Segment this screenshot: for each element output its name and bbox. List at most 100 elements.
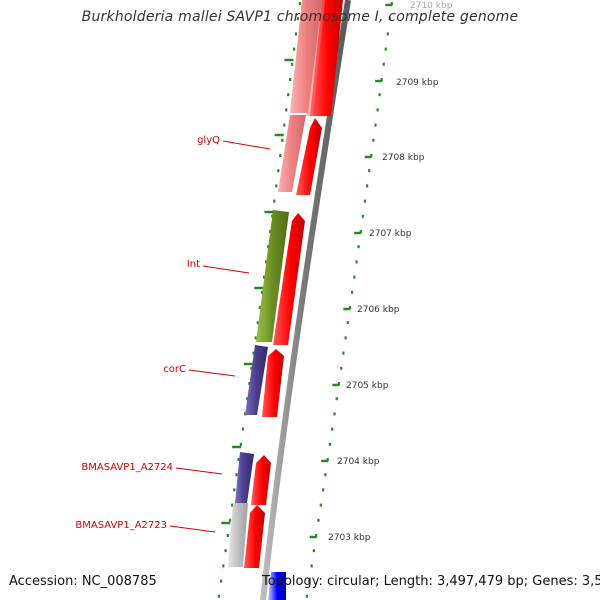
- minor-tick: [233, 488, 236, 492]
- minor-tick: [322, 488, 325, 492]
- minor-tick: [380, 78, 383, 81]
- minor-tick: [296, 17, 299, 21]
- scale-labels: 2710 kbp 2709 kbp 2708 kbp 2707 kbp 2706…: [328, 1, 453, 543]
- minor-tick: [226, 534, 229, 537]
- minor-tick: [315, 534, 318, 537]
- tick-label-2710: 2710 kbp: [410, 1, 453, 11]
- minor-tick: [351, 290, 354, 294]
- minor-tick: [228, 518, 232, 522]
- minor-tick: [256, 321, 259, 325]
- minor-tick: [357, 245, 360, 249]
- minor-tick: [342, 351, 345, 355]
- minor-tick: [376, 108, 379, 112]
- leader-line: [202, 265, 250, 274]
- minor-tick: [287, 93, 290, 97]
- minor-tick: [355, 260, 358, 264]
- minor-tick: [353, 275, 356, 279]
- minor-tick: [244, 412, 247, 416]
- cds-feature: [251, 455, 271, 505]
- minor-tick: [372, 138, 375, 142]
- minor-tick: [273, 199, 276, 203]
- minor-tick: [239, 442, 242, 446]
- outer-tick-row: [305, 2, 393, 598]
- scale-major-ticks: [309, 3, 393, 539]
- leader-line: [188, 369, 236, 377]
- leader-line: [175, 467, 223, 475]
- minor-tick: [305, 594, 308, 598]
- minor-tick: [289, 78, 292, 81]
- minor-tick: [248, 382, 251, 385]
- cds-feature: [310, 0, 343, 116]
- gene-glyq-top: [290, 0, 322, 113]
- minor-tick: [231, 503, 234, 507]
- minor-tick: [217, 594, 220, 598]
- minor-tick: [298, 2, 301, 5]
- cds-feature: [244, 505, 265, 568]
- minor-tick: [235, 473, 238, 477]
- map-title: Burkholderia mallei SAVP1 chromosome I, …: [81, 9, 519, 25]
- tick-label-2707: 2707 kbp: [369, 229, 412, 239]
- minor-tick: [346, 321, 349, 325]
- gene-bmasavp1-a2724-bar: [235, 452, 254, 503]
- tick-label-2709: 2709 kbp: [396, 78, 439, 88]
- minor-tick: [263, 275, 266, 279]
- minor-tick: [388, 17, 391, 21]
- minor-tick: [319, 503, 322, 507]
- tick-label-2708: 2708 kbp: [382, 153, 425, 163]
- minor-tick: [294, 32, 298, 36]
- minor-tick: [291, 62, 294, 66]
- tick-label-2703: 2703 kbp: [328, 533, 371, 543]
- minor-tick: [260, 290, 264, 294]
- minor-tick: [324, 473, 327, 477]
- minor-tick: [326, 458, 329, 461]
- minor-tick: [361, 214, 364, 218]
- minor-tick: [328, 442, 332, 446]
- leader-line: [169, 525, 216, 533]
- minor-tick: [312, 549, 315, 553]
- minor-tick: [337, 382, 340, 385]
- minor-tick: [293, 47, 296, 51]
- minor-tick: [390, 2, 393, 5]
- tick-label-2705: 2705 kbp: [346, 381, 389, 391]
- gene-label-int[interactable]: Int: [187, 259, 200, 270]
- leader-line: [222, 140, 271, 150]
- inner-tick-row: [217, 2, 301, 598]
- gene-label-bmasavp1-a2723[interactable]: BMASAVP1_A2723: [75, 520, 167, 531]
- minor-tick: [275, 184, 278, 188]
- minor-tick: [348, 306, 352, 309]
- minor-tick: [331, 427, 334, 431]
- minor-tick: [246, 397, 249, 401]
- minor-tick: [250, 366, 253, 370]
- minor-tick: [237, 458, 240, 461]
- minor-tick: [258, 306, 261, 309]
- minor-tick: [267, 245, 270, 249]
- cds-feature: [262, 349, 284, 417]
- minor-tick: [252, 351, 255, 355]
- topology-text: Topology: circular; Length: 3,497,479 bp…: [262, 574, 600, 589]
- minor-tick: [241, 427, 245, 431]
- minor-tick: [359, 230, 362, 233]
- minor-tick: [308, 579, 311, 583]
- minor-tick: [374, 123, 377, 127]
- minor-tick: [384, 47, 387, 51]
- minor-tick: [370, 154, 373, 157]
- blue-feature: [268, 572, 286, 600]
- minor-tick: [224, 549, 227, 553]
- minor-tick: [310, 564, 313, 568]
- minor-tick: [368, 169, 371, 173]
- minor-tick: [333, 412, 336, 416]
- minor-tick: [378, 93, 381, 97]
- gene-glyq-bar: [278, 115, 306, 192]
- backbone: [260, 0, 351, 600]
- gene-int-bar: [256, 210, 289, 342]
- gene-label-corc[interactable]: corC: [163, 364, 186, 375]
- minor-tick: [277, 169, 280, 173]
- minor-tick: [283, 123, 286, 127]
- minor-tick: [382, 62, 385, 66]
- minor-tick: [222, 564, 225, 568]
- gene-label-glyq[interactable]: glyQ: [197, 135, 220, 146]
- gene-labels: glyQ Int corC BMASAVP1_A2724 BMASAVP1_A2…: [75, 135, 271, 533]
- minor-tick: [335, 397, 338, 401]
- tick-label-2706: 2706 kbp: [357, 305, 400, 315]
- gene-label-bmasavp1-a2724[interactable]: BMASAVP1_A2724: [81, 462, 173, 473]
